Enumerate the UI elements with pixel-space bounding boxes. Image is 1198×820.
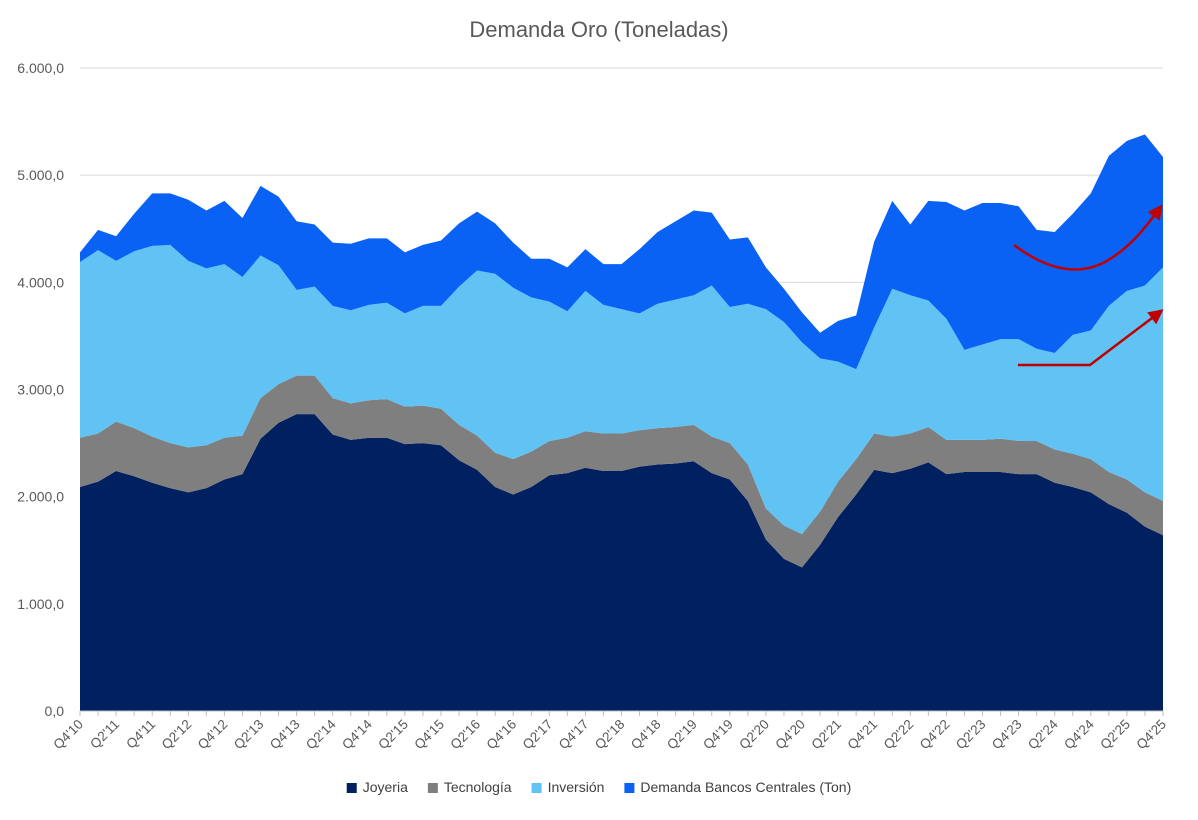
annotation-layer (1013, 204, 1164, 367)
x-tick-label: Q4'17 (556, 717, 592, 753)
x-tick-label: Q2'22 (881, 717, 917, 753)
x-tick-label: Q4'23 (989, 717, 1025, 753)
legend: Joyeria Tecnología Inversión Demanda Bancos… (346, 779, 851, 795)
area-series-inversi-n (80, 244, 1163, 535)
area-series-tecnolog-a (80, 375, 1163, 568)
chart-title: Demanda Oro (Toneladas) (469, 17, 728, 42)
x-tick-label: Q4'21 (845, 717, 881, 753)
x-tick-label: Q4'11 (123, 717, 158, 752)
y-tick-label: 5.000,0 (17, 167, 64, 183)
x-tick-label: Q4'12 (195, 717, 231, 753)
x-tick-label: Q4'10 (50, 717, 86, 753)
x-tick-label: Q2'19 (664, 717, 700, 753)
area-series-joyeria (80, 414, 1163, 711)
x-tick-label: Q2'13 (231, 717, 267, 753)
y-tick-label: 6.000,0 (17, 60, 64, 76)
y-tick-label: 0,0 (45, 703, 65, 719)
y-tick-label: 1.000,0 (17, 596, 64, 612)
y-tick-label: 3.000,0 (17, 382, 64, 398)
x-tick-label: Q2'18 (592, 717, 628, 753)
legend-swatch (531, 783, 542, 793)
x-tick-label: Q2'15 (375, 717, 411, 753)
x-tick-label: Q4'24 (1061, 716, 1097, 752)
x-tick-label: Q4'15 (411, 717, 447, 753)
x-tick-label: Q2'23 (953, 717, 989, 753)
x-tick-label: Q4'13 (267, 717, 303, 753)
x-tick-label: Q2'21 (808, 717, 844, 753)
area-layer (80, 134, 1163, 711)
x-tick-label: Q4'19 (700, 717, 736, 753)
legend-label: Joyeria (363, 779, 408, 795)
legend-label: Inversión (548, 779, 605, 795)
area-series-demanda-bancos-centrales-ton- (80, 134, 1163, 370)
x-tick-label: Q4'14 (339, 716, 375, 752)
x-tick-label: Q4'16 (484, 717, 520, 753)
x-tick-label: Q2'20 (736, 717, 772, 753)
legend-swatch (346, 783, 357, 793)
y-tick-label: 4.000,0 (17, 274, 64, 290)
legend-item: Inversión (531, 779, 605, 795)
legend-item: Demanda Bancos Centrales (Ton) (624, 779, 851, 795)
x-tick-label: Q2'16 (447, 717, 483, 753)
legend-item: Tecnología (427, 779, 512, 795)
legend-label: Tecnología (444, 779, 512, 795)
x-tick-label: Q2'24 (1025, 716, 1061, 752)
x-tick-label: Q4'25 (1133, 717, 1169, 753)
annotation-curved-arrow (1013, 204, 1163, 271)
x-tick-label: Q2'12 (159, 717, 195, 753)
annotation-straight-arrow (1018, 309, 1164, 367)
x-tick-label: Q4'18 (628, 717, 664, 753)
legend-label: Demanda Bancos Centrales (Ton) (640, 779, 851, 795)
x-tick-label: Q4'20 (772, 717, 808, 753)
legend-swatch (427, 783, 438, 793)
x-tick-label: Q2'17 (520, 717, 556, 753)
x-tick-label: Q2'14 (303, 716, 339, 752)
legend-swatch (624, 783, 635, 793)
x-tick-label: Q2'25 (1097, 717, 1133, 753)
x-tick-label: Q4'22 (917, 717, 953, 753)
legend-item: Joyeria (346, 779, 408, 795)
x-tick-label: Q2'11 (87, 717, 122, 752)
y-tick-label: 2.000,0 (17, 489, 64, 505)
